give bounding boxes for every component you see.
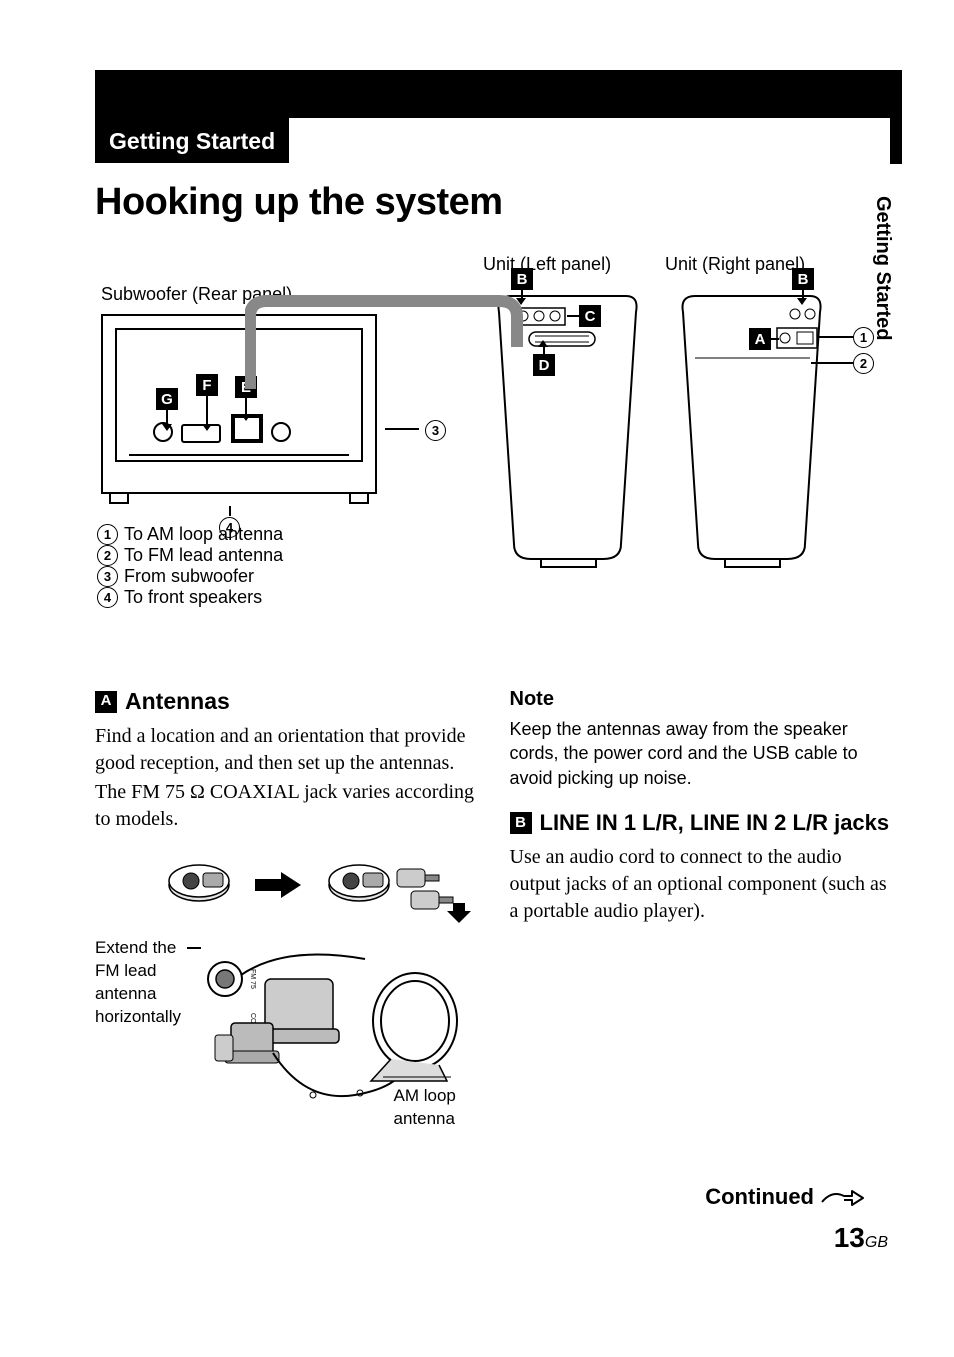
- unit-left-caption: Unit (Left panel): [483, 254, 611, 275]
- unit-right-caption: Unit (Right panel): [665, 254, 805, 275]
- unit-right-diagram: Unit (Right panel) B A 1 2: [665, 284, 840, 574]
- marker-c: C: [579, 305, 601, 327]
- section-title: Getting Started: [95, 118, 289, 163]
- marker-e: E: [235, 376, 257, 398]
- legend-text-1: To AM loop antenna: [124, 524, 283, 545]
- marker-b-left: B: [511, 268, 533, 290]
- legend-circ-3: 3: [97, 566, 118, 587]
- legend-text-2: To FM lead antenna: [124, 545, 283, 566]
- marker-d: D: [533, 354, 555, 376]
- legend-text-3: From subwoofer: [124, 566, 254, 587]
- page-number-suffix: GB: [865, 1234, 888, 1251]
- page-number-value: 13: [834, 1222, 865, 1253]
- heading-marker-a: A: [95, 691, 117, 713]
- legend-circ-4: 4: [97, 587, 118, 608]
- subwoofer-caption: Subwoofer (Rear panel): [101, 284, 292, 305]
- subwoofer-diagram: G F E 3 4: [101, 314, 377, 494]
- continued-arrow-icon: [820, 1188, 864, 1206]
- marker-f: F: [196, 374, 218, 396]
- marker-a-right: A: [749, 328, 771, 350]
- circnum-3: 3: [425, 420, 446, 441]
- svg-text:FM 75: FM 75: [249, 969, 256, 989]
- am-loop-label: AM loop antenna: [394, 1085, 474, 1131]
- legend-circ-2: 2: [97, 545, 118, 566]
- note-body: Keep the antennas away from the speaker …: [510, 717, 895, 790]
- marker-g: G: [156, 388, 178, 410]
- antenna-illustration: Extend the FM lead antenna horizontally …: [95, 847, 480, 1127]
- diagram-area: Subwoofer (Rear panel) G F: [95, 254, 894, 624]
- page-title: Hooking up the system: [95, 181, 894, 224]
- note-heading: Note: [510, 686, 895, 713]
- page: Getting Started Hooking up the system Su…: [0, 0, 954, 1290]
- right-column: Note Keep the antennas away from the spe…: [510, 686, 895, 1127]
- antennas-para1: Find a location and an orientation that …: [95, 723, 480, 777]
- unit-left-diagram: Unit (Left panel) B C D: [481, 284, 656, 574]
- circnum-2: 2: [853, 353, 874, 374]
- circnum-1: 1: [853, 327, 874, 348]
- page-number: 13GB: [834, 1222, 888, 1254]
- line-in-heading: LINE IN 1 L/R, LINE IN 2 L/R jacks: [540, 808, 890, 838]
- continued-text: Continued: [705, 1184, 814, 1210]
- legend-text-4: To front speakers: [124, 587, 262, 608]
- left-column: A Antennas Find a location and an orient…: [95, 686, 480, 1127]
- line-in-body: Use an audio cord to connect to the audi…: [510, 844, 895, 925]
- antennas-para2: The FM 75 Ω COAXIAL jack varies accordin…: [95, 779, 480, 833]
- heading-marker-b: B: [510, 812, 532, 834]
- legend-circ-1: 1: [97, 524, 118, 545]
- marker-b-right: B: [792, 268, 814, 290]
- legend: 1To AM loop antenna 2To FM lead antenna …: [97, 524, 283, 608]
- section-header-bar: [95, 70, 894, 118]
- fm-hint: Extend the FM lead antenna horizontally: [95, 937, 185, 1029]
- continued: Continued: [705, 1184, 864, 1210]
- antennas-heading: Antennas: [125, 686, 230, 717]
